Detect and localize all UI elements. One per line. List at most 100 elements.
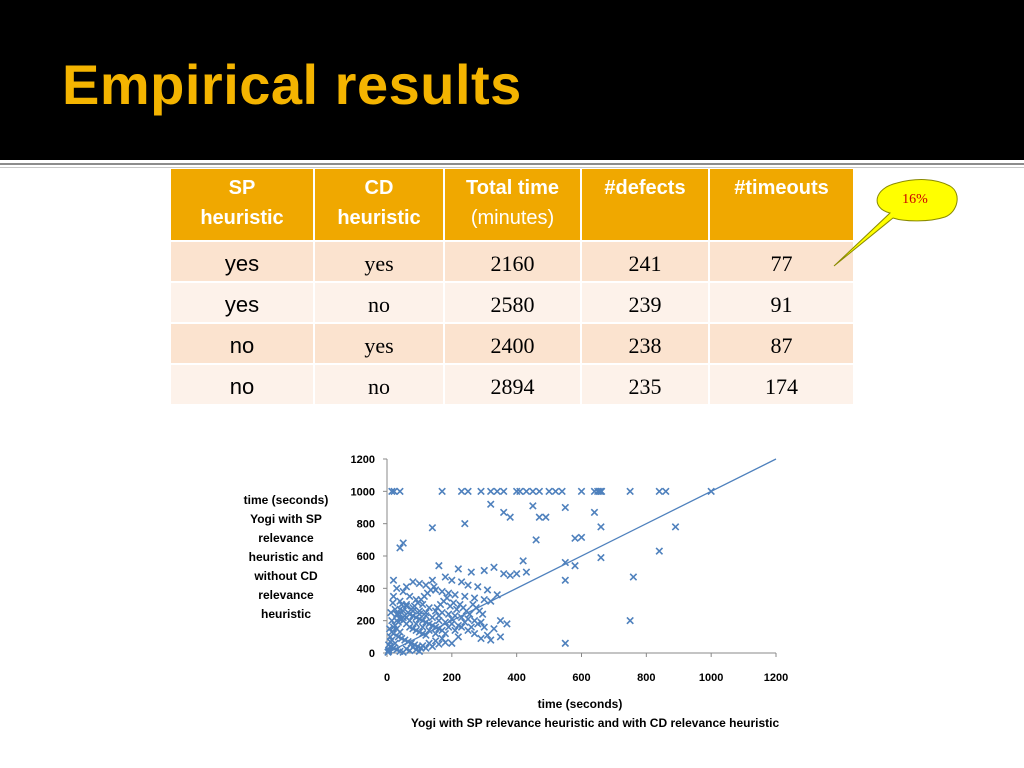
cell-defects: 238 [581, 323, 710, 365]
data-point [402, 602, 411, 610]
data-point [597, 487, 606, 496]
data-point [577, 487, 586, 496]
data-point [512, 570, 521, 578]
data-point [428, 523, 437, 532]
callout-label: 16% [902, 192, 928, 207]
data-point [506, 571, 514, 580]
y-tick-label: 800 [357, 519, 375, 531]
data-point [465, 610, 474, 618]
data-point [386, 637, 395, 646]
data-point [571, 561, 579, 570]
data-point [391, 639, 399, 648]
data-point [499, 570, 508, 578]
data-point [626, 616, 634, 625]
data-point [454, 633, 463, 641]
data-point [392, 584, 401, 593]
data-point [467, 623, 476, 631]
data-point [558, 487, 566, 496]
data-point [399, 613, 407, 622]
x-tick-label: 1000 [699, 672, 723, 684]
data-point [561, 639, 570, 648]
header-defects: #defects [581, 169, 710, 242]
cell-timeouts: 174 [709, 364, 855, 406]
header-cd-heuristic: CD heuristic [314, 169, 445, 242]
cell-sp: no [171, 364, 315, 406]
data-point [396, 487, 404, 496]
data-point [457, 578, 466, 586]
header-divider [0, 163, 1024, 165]
data-point [503, 620, 511, 628]
table-header-row: SP heuristic CD heuristic Total time (minut… [171, 169, 855, 242]
data-point [444, 610, 453, 618]
data-point [480, 566, 489, 575]
data-point [428, 576, 437, 585]
data-point [435, 612, 443, 620]
data-point [444, 589, 453, 597]
data-point [571, 534, 579, 542]
data-point [448, 576, 456, 585]
data-point [389, 623, 398, 631]
data-point [451, 591, 459, 599]
data-point [597, 523, 605, 531]
data-point [452, 605, 461, 614]
data-point [443, 594, 451, 602]
x-tick-label: 0 [384, 672, 390, 684]
data-point [396, 605, 404, 614]
data-point [399, 539, 407, 547]
data-point [486, 597, 495, 606]
data-point [470, 594, 479, 602]
data-point [655, 487, 664, 496]
data-point [448, 639, 456, 648]
data-point [561, 558, 570, 567]
data-point [464, 581, 472, 589]
data-point [590, 508, 599, 517]
data-point [461, 592, 469, 601]
data-point [435, 561, 443, 570]
data-point [405, 592, 414, 601]
data-point [499, 508, 508, 517]
y-tick-label: 1000 [351, 486, 375, 498]
table-row: yes no 2580 239 91 [171, 282, 855, 324]
cell-total-time: 2894 [444, 364, 582, 406]
data-point [387, 608, 395, 617]
data-point [425, 626, 433, 635]
data-point [425, 603, 433, 612]
data-point [405, 616, 414, 625]
data-point [389, 576, 398, 585]
table-row: no no 2894 235 174 [171, 364, 855, 406]
data-point [457, 613, 466, 622]
x-tick-label: 400 [507, 672, 525, 684]
data-point [418, 600, 427, 609]
data-point [431, 623, 440, 631]
data-point [499, 487, 508, 496]
data-point [535, 513, 544, 521]
header-divider-thin [0, 167, 1024, 168]
data-point [392, 616, 401, 625]
data-point [478, 610, 487, 618]
data-point [405, 610, 414, 618]
data-point [418, 616, 427, 625]
data-point [454, 565, 463, 573]
data-point [707, 487, 715, 496]
data-point [493, 591, 501, 599]
data-point [493, 487, 501, 496]
data-point [415, 647, 424, 656]
y-tick-label: 1200 [351, 454, 375, 466]
data-point [671, 523, 680, 531]
data-point [522, 568, 531, 576]
data-point [483, 631, 492, 639]
cell-cd: yes [314, 241, 445, 283]
cell-total-time: 2580 [444, 282, 582, 324]
data-point [461, 618, 469, 627]
data-point [422, 631, 430, 639]
x-axis-sublabel: Yogi with SP relevance heuristic and wit… [410, 716, 780, 730]
data-point [457, 487, 466, 496]
data-point [428, 642, 437, 651]
data-point [496, 616, 505, 625]
data-point [626, 487, 634, 496]
data-point [522, 487, 531, 496]
y-tick-label: 0 [369, 648, 375, 660]
data-point [392, 610, 401, 618]
data-point [428, 613, 437, 622]
